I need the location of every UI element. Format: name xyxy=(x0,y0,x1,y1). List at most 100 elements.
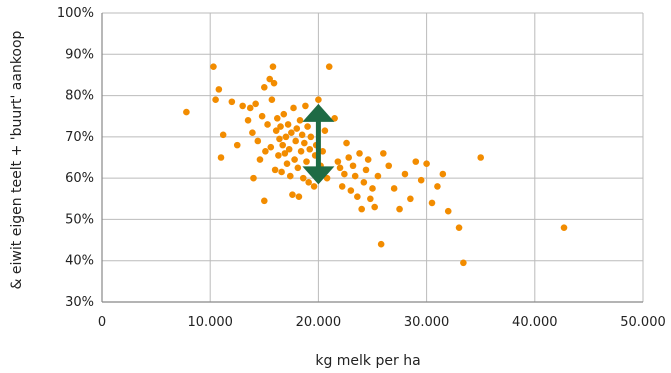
data-point xyxy=(325,63,333,70)
x-tick-label: 50.000 xyxy=(620,315,666,330)
data-point xyxy=(334,158,342,165)
x-tick-label: 10.000 xyxy=(187,315,233,330)
range-arrow xyxy=(302,103,335,185)
data-point xyxy=(256,156,264,163)
data-point xyxy=(362,166,370,174)
data-point xyxy=(275,152,282,159)
data-point xyxy=(323,174,331,182)
data-point xyxy=(293,125,301,132)
data-point xyxy=(303,158,310,165)
data-point xyxy=(254,137,262,145)
data-point xyxy=(305,178,312,186)
data-point xyxy=(407,195,414,203)
data-point xyxy=(217,154,225,161)
y-tick-label: 30% xyxy=(65,295,94,310)
x-tick-label: 20.000 xyxy=(296,315,342,330)
data-point xyxy=(423,160,430,167)
data-point xyxy=(299,174,307,182)
data-point xyxy=(294,164,302,172)
data-point xyxy=(369,185,376,192)
data-point xyxy=(338,183,346,190)
data-point xyxy=(298,131,306,139)
data-point xyxy=(279,141,286,149)
data-point xyxy=(321,127,329,134)
arrow-head-up xyxy=(302,103,335,122)
data-point xyxy=(371,203,378,211)
data-point xyxy=(297,148,305,155)
data-point xyxy=(288,129,295,137)
data-point xyxy=(380,150,387,157)
data-point xyxy=(377,240,385,248)
x-tick-label: 0 xyxy=(98,315,106,330)
data-point xyxy=(239,102,246,110)
data-point xyxy=(261,197,268,205)
y-axis-title: & eiwit eigen teelt + 'buurt' aankoop xyxy=(9,30,25,289)
data-point xyxy=(331,114,338,122)
data-point xyxy=(390,185,398,192)
data-point xyxy=(212,96,219,103)
data-point xyxy=(262,148,269,155)
data-point xyxy=(285,145,293,153)
data-point xyxy=(244,117,252,124)
data-point xyxy=(364,156,372,163)
data-point xyxy=(351,172,359,180)
y-tick-label: 90% xyxy=(65,47,94,62)
data-point xyxy=(374,172,382,180)
data-point xyxy=(219,131,227,139)
data-point xyxy=(412,158,420,165)
y-tick-label: 80% xyxy=(65,89,94,104)
data-point xyxy=(271,166,279,174)
data-point xyxy=(272,127,280,134)
data-point xyxy=(252,100,259,108)
y-tick-label: 70% xyxy=(65,130,94,145)
y-tick-label: 60% xyxy=(65,171,94,186)
data-point xyxy=(264,121,271,128)
data-point xyxy=(455,224,463,231)
grid-lines xyxy=(101,12,644,303)
data-point xyxy=(292,137,299,145)
data-point xyxy=(336,164,344,172)
data-point xyxy=(291,156,298,163)
data-point xyxy=(215,86,223,93)
data-point xyxy=(296,117,304,124)
data-point xyxy=(356,150,363,157)
data-point xyxy=(307,133,315,141)
data-point xyxy=(283,160,291,167)
data-point xyxy=(261,84,268,91)
data-point xyxy=(434,183,441,190)
data-point xyxy=(276,135,283,143)
data-point xyxy=(345,154,352,161)
data-point xyxy=(347,187,355,194)
data-point xyxy=(290,104,297,112)
data-point xyxy=(277,123,284,130)
data-point xyxy=(444,207,452,215)
data-point xyxy=(354,193,361,201)
data-point xyxy=(460,259,467,267)
data-point xyxy=(310,183,318,190)
data-point xyxy=(233,141,241,149)
data-point xyxy=(249,129,256,137)
data-point xyxy=(477,154,485,161)
data-point xyxy=(428,199,436,207)
x-axis-title: kg melk per ha xyxy=(315,353,420,369)
data-point xyxy=(267,143,275,151)
data-point xyxy=(295,193,303,201)
data-point xyxy=(284,121,292,128)
data-point xyxy=(270,79,278,87)
x-tick-label: 40.000 xyxy=(512,315,558,330)
data-point xyxy=(367,195,374,203)
data-point xyxy=(349,162,357,170)
data-point xyxy=(282,133,290,141)
y-tick-label: 100% xyxy=(57,6,94,21)
arrow-shaft xyxy=(315,120,321,168)
data-point xyxy=(286,172,294,180)
data-point xyxy=(281,150,289,157)
data-point xyxy=(246,104,254,112)
data-point xyxy=(183,108,190,116)
data-point xyxy=(258,112,266,120)
data-point xyxy=(341,170,348,178)
data-point xyxy=(280,110,288,118)
data-point xyxy=(269,63,277,70)
data-point xyxy=(396,205,403,213)
